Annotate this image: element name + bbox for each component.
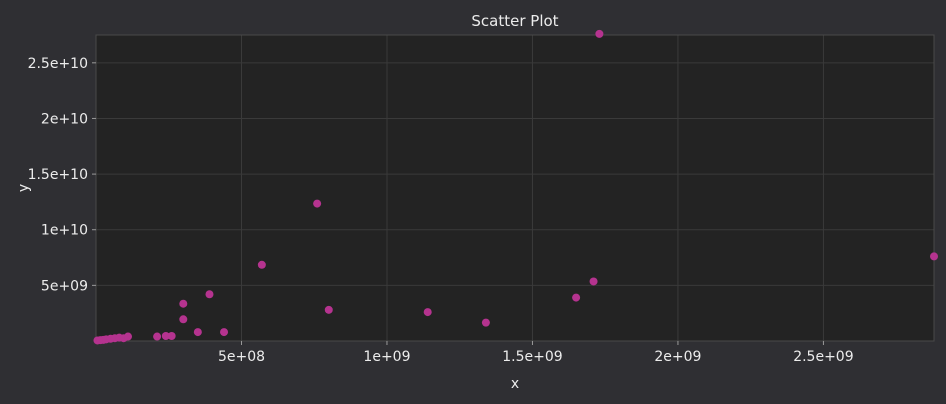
data-point <box>153 332 162 341</box>
data-point <box>481 318 490 327</box>
y-tick-label: 2e+10 <box>41 111 88 127</box>
x-axis-label: x <box>511 376 519 392</box>
grid-lines <box>96 35 934 341</box>
data-points <box>93 29 938 345</box>
chart-title: Scatter Plot <box>471 12 558 30</box>
data-point <box>930 252 938 261</box>
data-point <box>179 315 188 324</box>
data-point <box>257 260 266 269</box>
plot-area <box>96 35 934 341</box>
y-tick-label: 1e+10 <box>41 223 88 239</box>
axis-ticks: 5e+08 1e+09 1.5e+09 2e+09 2.5e+09 5e+09 1e+10 1… <box>28 56 854 365</box>
data-point <box>179 299 188 308</box>
x-tick-label: 2e+09 <box>654 349 701 365</box>
y-tick-label: 1.5e+10 <box>28 167 88 183</box>
data-point <box>313 199 322 208</box>
data-point <box>595 29 604 38</box>
x-tick-label: 1e+09 <box>363 349 410 365</box>
data-point <box>124 332 133 341</box>
y-axis-label: y <box>16 184 32 192</box>
plot-border <box>95 34 935 342</box>
data-point <box>324 305 333 314</box>
x-tick-label: 2.5e+09 <box>793 349 853 365</box>
data-point <box>205 290 214 299</box>
y-tick-label: 5e+09 <box>41 278 88 294</box>
data-point <box>220 328 229 337</box>
y-tick-label: 2.5e+10 <box>28 56 88 72</box>
data-point <box>572 293 581 302</box>
data-point <box>193 328 202 337</box>
data-point <box>423 308 432 317</box>
data-point <box>167 331 176 340</box>
data-point <box>161 331 170 340</box>
x-tick-label: 1.5e+09 <box>502 349 562 365</box>
data-point <box>589 277 598 286</box>
x-tick-label: 5e+08 <box>218 349 265 365</box>
